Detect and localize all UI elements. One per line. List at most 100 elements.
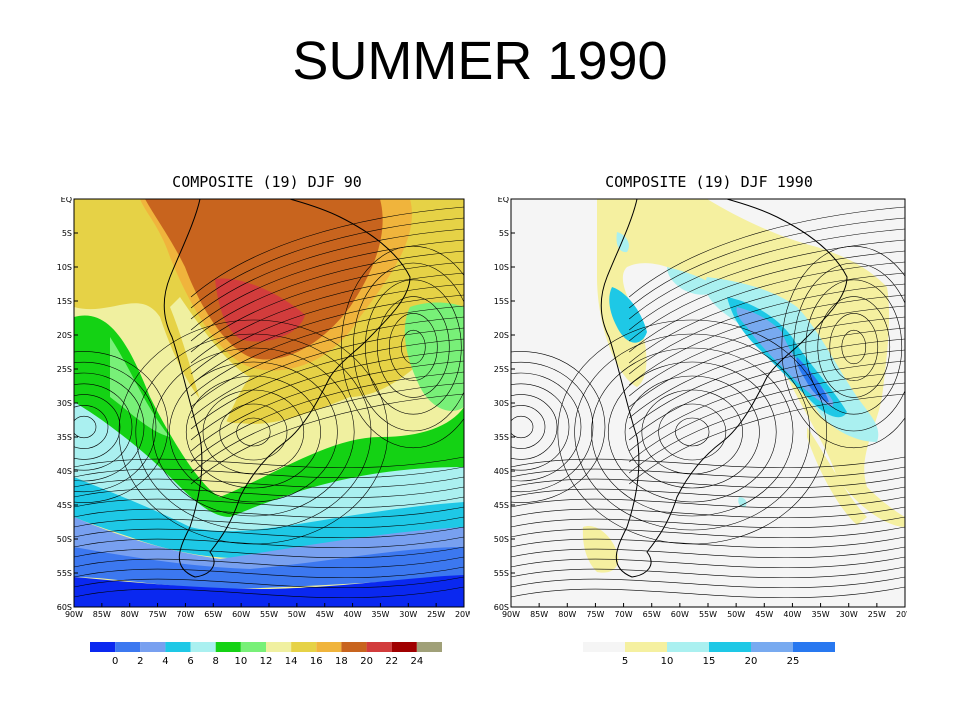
lon-tick-label: 25W	[427, 610, 445, 619]
legend-swatch	[316, 642, 342, 652]
streamline	[353, 262, 464, 432]
streamline	[190, 250, 464, 342]
left-coastline	[163, 199, 411, 578]
lon-tick-label: 65W	[204, 610, 222, 619]
streamline	[629, 217, 905, 309]
streamline	[629, 206, 905, 298]
left-streamlines	[74, 206, 464, 599]
streamline	[185, 375, 321, 489]
streamline	[190, 261, 464, 353]
lon-tick-label: 50W	[727, 610, 745, 619]
lat-tick-label: 40S	[494, 467, 509, 476]
streamline	[376, 296, 450, 398]
lat-tick-label: 25S	[494, 365, 509, 374]
streamline	[74, 526, 464, 539]
streamline	[74, 566, 464, 579]
streamline	[74, 383, 133, 471]
lat-tick-label: 55S	[494, 569, 509, 578]
legend-swatch	[583, 642, 625, 652]
lon-tick-label: 90W	[502, 610, 520, 619]
lon-tick-label: 30W	[399, 610, 417, 619]
streamline	[629, 239, 905, 331]
streamline	[629, 393, 905, 485]
legend-swatch	[140, 642, 166, 652]
streamline	[629, 338, 905, 430]
lat-tick-label: 5S	[499, 229, 509, 238]
legend-swatch	[709, 642, 751, 652]
streamline	[74, 351, 169, 503]
streamline	[511, 486, 905, 499]
streamline	[388, 313, 438, 381]
lon-tick-label: 90W	[65, 610, 83, 619]
lat-tick-label: 15S	[57, 297, 72, 306]
streamline	[574, 333, 811, 531]
lon-tick-label: 35W	[812, 610, 830, 619]
streamline	[74, 586, 464, 599]
legend-label: 25	[787, 656, 800, 667]
streamline	[74, 506, 464, 519]
legend-swatch	[165, 642, 191, 652]
lon-tick-label: 85W	[530, 610, 548, 619]
lat-tick-label: 45S	[494, 501, 509, 510]
streamline	[793, 262, 905, 432]
streamline	[74, 456, 464, 469]
streamline	[805, 279, 903, 415]
streamline	[190, 349, 464, 441]
legend-label: 15	[703, 656, 716, 667]
streamline	[511, 456, 905, 469]
lon-tick-label: 75W	[149, 610, 167, 619]
streamline	[400, 329, 426, 365]
streamline	[624, 375, 760, 489]
legend-label: 24	[410, 656, 423, 667]
legend-label: 0	[112, 656, 118, 667]
lon-tick-label: 60W	[232, 610, 250, 619]
legend-label: 5	[622, 656, 628, 667]
streamline	[190, 217, 464, 309]
streamline	[74, 546, 464, 559]
lon-tick-label: 55W	[260, 610, 278, 619]
streamline	[511, 496, 905, 509]
left-color-legend: 0 2 4 6 8 10 12 14 16 18 20 22 24	[90, 642, 442, 667]
legend-swatch	[366, 642, 392, 652]
legend-swatch	[793, 642, 835, 652]
legend-swatch	[341, 642, 367, 652]
legend-label: 22	[385, 656, 398, 667]
streamline	[817, 296, 891, 398]
streamline	[629, 371, 905, 463]
legend-label: 2	[137, 656, 143, 667]
legend-swatch	[115, 642, 141, 652]
streamline	[74, 516, 464, 529]
legend-swatch	[215, 642, 241, 652]
streamline	[511, 516, 905, 529]
lat-tick-label: 50S	[494, 535, 509, 544]
streamline	[829, 313, 879, 381]
streamline	[219, 403, 288, 461]
streamline	[511, 576, 905, 589]
streamline	[511, 566, 905, 579]
lon-tick-label: 40W	[344, 610, 362, 619]
legend-swatch	[90, 642, 116, 652]
right-shading-layer	[511, 199, 905, 607]
legend-swatch	[667, 642, 709, 652]
legend-label: 14	[285, 656, 298, 667]
streamline	[629, 294, 905, 386]
right-map-title: COMPOSITE (19) DJF 1990	[605, 173, 813, 191]
streamline	[74, 476, 464, 489]
lon-tick-label: 40W	[783, 610, 801, 619]
streamline	[190, 305, 464, 397]
legend-swatch	[190, 642, 216, 652]
streamline	[364, 279, 462, 415]
streamline	[190, 338, 464, 430]
legend-swatch	[625, 642, 667, 652]
right-lon-axis: 90W 85W 80W 75W 70W 65W 60W 55W 50W 45W 40W 35W 30W 2…	[502, 603, 907, 619]
lon-tick-label: 85W	[93, 610, 111, 619]
streamline	[511, 383, 570, 471]
streamline	[658, 403, 727, 461]
left-map-title: COMPOSITE (19) DJF 90	[172, 173, 362, 191]
lon-tick-label: 25W	[868, 610, 886, 619]
streamline	[511, 351, 606, 503]
left-shading-layer	[74, 199, 464, 607]
right-color-legend: 5 10 15 20 25	[583, 642, 835, 667]
lat-tick-label: 5S	[62, 229, 72, 238]
streamline	[190, 228, 464, 320]
